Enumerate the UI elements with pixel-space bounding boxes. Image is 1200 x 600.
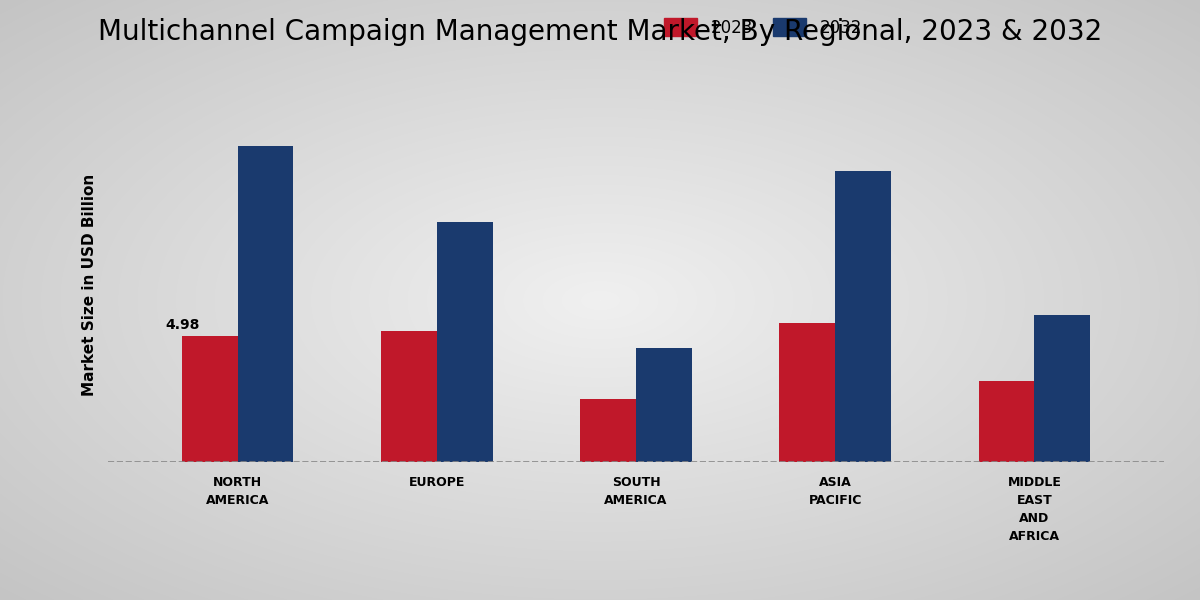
Text: 4.98: 4.98 — [166, 318, 199, 332]
Legend: 2023, 2032: 2023, 2032 — [655, 10, 870, 45]
Bar — [780, 323, 835, 462]
Y-axis label: Market Size in USD Billion: Market Size in USD Billion — [82, 174, 97, 396]
Bar — [181, 336, 238, 462]
Bar — [238, 146, 293, 462]
Bar — [437, 222, 492, 462]
Bar — [979, 381, 1034, 462]
Text: Multichannel Campaign Management Market, By Regional, 2023 & 2032: Multichannel Campaign Management Market,… — [98, 18, 1102, 46]
Bar — [380, 331, 437, 462]
Bar — [636, 348, 691, 462]
Bar — [1034, 316, 1091, 462]
Bar — [581, 399, 636, 462]
Bar — [835, 171, 892, 462]
